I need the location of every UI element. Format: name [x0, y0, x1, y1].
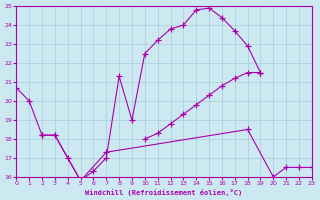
X-axis label: Windchill (Refroidissement éolien,°C): Windchill (Refroidissement éolien,°C) — [85, 189, 243, 196]
